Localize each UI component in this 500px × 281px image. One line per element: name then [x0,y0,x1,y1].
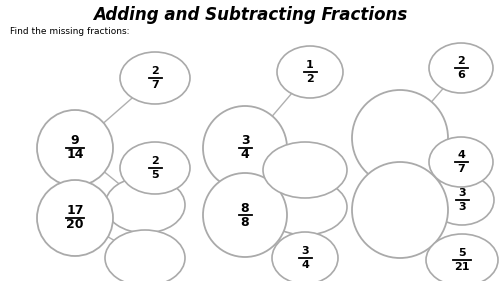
Circle shape [37,180,113,256]
Circle shape [37,110,113,186]
Text: 2: 2 [151,156,159,166]
Text: 9: 9 [70,135,80,148]
Ellipse shape [263,142,347,198]
Text: 3: 3 [458,202,466,212]
Ellipse shape [272,232,338,281]
Text: 14: 14 [66,148,84,162]
Ellipse shape [120,142,190,194]
Ellipse shape [120,52,190,104]
Ellipse shape [429,43,493,93]
Text: 3: 3 [458,188,466,198]
Text: 5: 5 [151,170,159,180]
Circle shape [352,162,448,258]
Ellipse shape [263,179,347,235]
Ellipse shape [105,230,185,281]
Ellipse shape [105,177,185,233]
Text: 4: 4 [240,148,250,162]
Text: 21: 21 [454,262,470,272]
Text: 17: 17 [66,205,84,217]
Text: 8: 8 [240,201,250,214]
Ellipse shape [430,175,494,225]
Circle shape [352,90,448,186]
Ellipse shape [429,137,493,187]
Text: 7: 7 [457,164,465,174]
Text: 2: 2 [457,56,465,66]
Text: 3: 3 [301,246,309,256]
Text: 2: 2 [151,66,159,76]
Text: 8: 8 [240,216,250,228]
Circle shape [203,173,287,257]
Text: 3: 3 [240,135,250,148]
Text: 6: 6 [457,70,465,80]
Text: 1: 1 [306,60,314,70]
Ellipse shape [426,234,498,281]
Text: Adding and Subtracting Fractions: Adding and Subtracting Fractions [93,6,407,24]
Text: 4: 4 [457,150,465,160]
Text: 5: 5 [458,248,466,258]
Ellipse shape [277,46,343,98]
Text: Find the missing fractions:: Find the missing fractions: [10,28,130,37]
Text: 20: 20 [66,219,84,232]
Circle shape [203,106,287,190]
Text: 4: 4 [301,260,309,270]
Text: 7: 7 [151,80,159,90]
Text: 2: 2 [306,74,314,84]
